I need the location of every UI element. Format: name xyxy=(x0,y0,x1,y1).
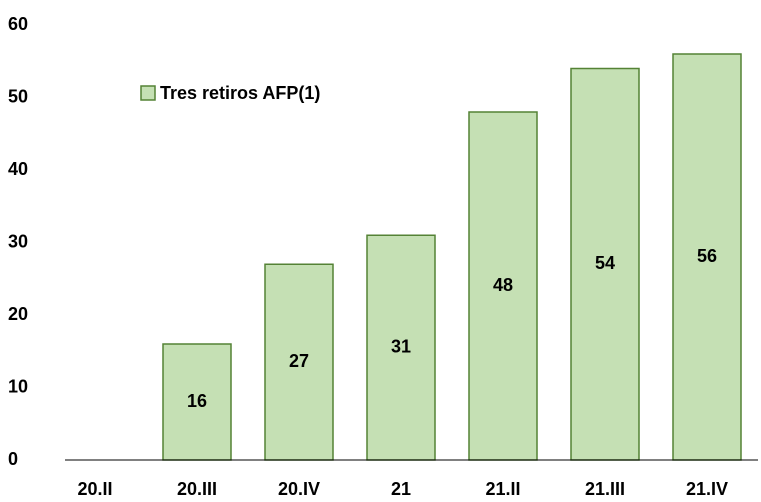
x-tick-label: 21.II xyxy=(485,479,520,499)
x-tick-label: 20.II xyxy=(77,479,112,499)
value-label: 27 xyxy=(289,351,309,371)
bar xyxy=(264,263,334,461)
x-tick-label: 21.IV xyxy=(686,479,728,499)
y-tick-label: 10 xyxy=(8,376,28,396)
y-tick-label: 50 xyxy=(8,86,28,106)
x-tick-label: 20.IV xyxy=(278,479,320,499)
y-tick-label: 40 xyxy=(8,159,28,179)
value-label: 16 xyxy=(187,391,207,411)
y-tick-label: 30 xyxy=(8,231,28,251)
bar xyxy=(570,67,640,461)
legend-label: Tres retiros AFP(1) xyxy=(160,83,320,103)
x-tick-label: 21.III xyxy=(585,479,625,499)
y-tick-label: 20 xyxy=(8,304,28,324)
bar xyxy=(366,234,436,461)
bar xyxy=(468,111,538,461)
legend-swatch xyxy=(140,85,156,101)
bar xyxy=(672,53,742,461)
y-tick-label: 0 xyxy=(8,449,18,469)
x-tick-label: 20.III xyxy=(177,479,217,499)
bar xyxy=(162,343,232,461)
value-label: 48 xyxy=(493,275,513,295)
y-tick-label: 60 xyxy=(8,14,28,34)
x-tick-label: 21 xyxy=(391,479,411,499)
value-label: 31 xyxy=(391,336,411,356)
value-label: 54 xyxy=(595,253,615,273)
value-label: 56 xyxy=(697,246,717,266)
